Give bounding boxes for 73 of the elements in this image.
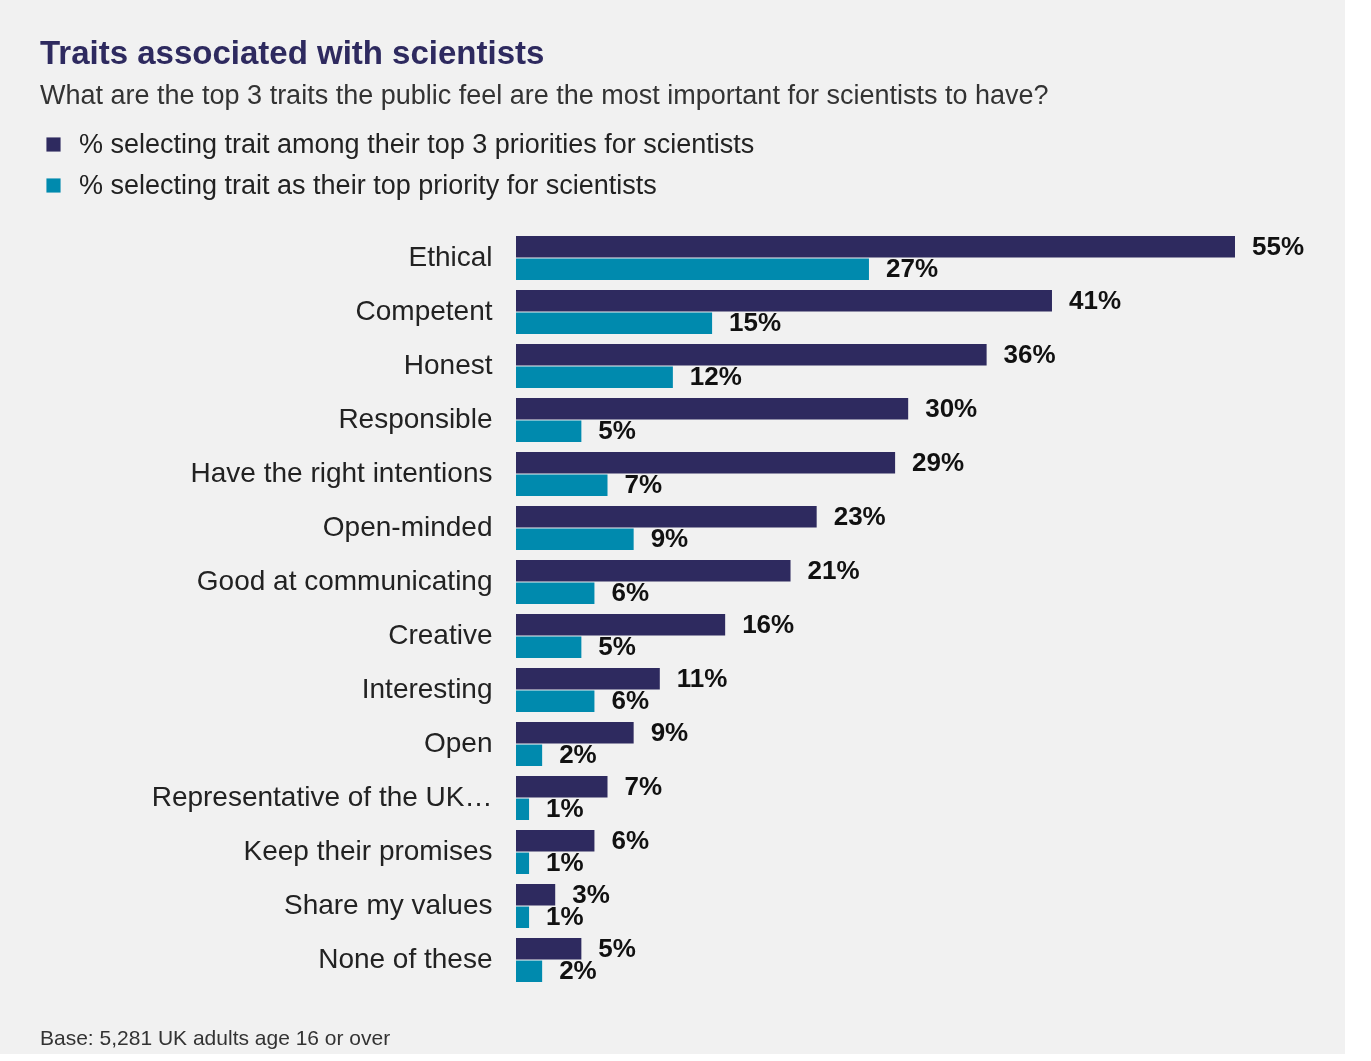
y-tick-label: Interesting <box>361 673 493 704</box>
data-label: 9% <box>650 716 689 747</box>
data-label: 2% <box>559 739 597 770</box>
data-label: 1% <box>546 847 584 878</box>
y-tick-label: Keep their promises <box>243 835 493 866</box>
bar <box>516 398 909 420</box>
y-tick-label: Creative <box>388 619 493 650</box>
bar <box>516 744 543 767</box>
bar <box>516 420 582 443</box>
bar <box>516 582 595 605</box>
bar <box>516 906 530 929</box>
bar <box>516 560 791 582</box>
y-tick-label: Open <box>424 727 493 758</box>
data-label: 5% <box>598 631 636 662</box>
bar <box>516 474 608 497</box>
data-label: 11% <box>676 662 728 693</box>
data-label: 7% <box>624 770 663 801</box>
bar <box>516 668 660 690</box>
bar <box>516 344 987 366</box>
bar <box>516 776 608 798</box>
y-tick-label: Share my values <box>283 889 493 920</box>
data-label: 21% <box>807 554 860 585</box>
bar <box>516 852 530 875</box>
data-label: 5% <box>598 932 636 963</box>
bar <box>516 636 582 659</box>
bar <box>516 258 869 281</box>
bar <box>516 528 634 551</box>
data-label: 27% <box>885 253 939 284</box>
bar <box>516 614 726 636</box>
y-tick-label: Ethical <box>408 241 493 272</box>
bar <box>516 722 634 744</box>
data-label: 7% <box>624 469 663 500</box>
data-label: 6% <box>611 824 650 855</box>
data-label: 15% <box>729 307 782 338</box>
y-tick-label: Good at communicating <box>196 565 493 596</box>
bar <box>516 312 713 335</box>
data-label: 55% <box>1252 230 1305 261</box>
bar <box>516 960 543 983</box>
data-label: 6% <box>611 577 650 608</box>
data-label: 2% <box>559 955 597 986</box>
bar <box>516 938 582 960</box>
bar <box>516 798 530 821</box>
data-label: 9% <box>650 523 689 554</box>
y-tick-label: Have the right intentions <box>190 457 493 488</box>
y-tick-label: Responsible <box>338 403 493 434</box>
y-tick-label: None of these <box>318 943 493 974</box>
data-label: 36% <box>1003 338 1056 369</box>
data-label: 5% <box>598 415 636 446</box>
data-label: 16% <box>742 608 795 639</box>
data-label: 41% <box>1068 284 1122 315</box>
text: Base: 5,281 UK adults age 16 or over <box>40 1026 391 1049</box>
data-label: 6% <box>611 685 650 716</box>
data-label: 1% <box>546 793 584 824</box>
y-tick-label: Competent <box>355 295 493 326</box>
data-label: 23% <box>833 500 886 531</box>
legend-label: % selecting trait as their top priority for scientists <box>79 169 657 200</box>
data-label: 29% <box>912 446 965 477</box>
bar <box>516 884 556 906</box>
y-tick-label: Representative of the UK… <box>151 781 493 812</box>
data-label: 30% <box>925 392 978 423</box>
chart-subtitle: What are the top 3 traits the public feel are the most important for scientists to have? <box>40 80 1049 110</box>
bar <box>516 290 1052 312</box>
bar <box>516 830 595 852</box>
y-tick-label: Honest <box>403 349 493 380</box>
bar <box>516 506 817 528</box>
bar <box>516 452 896 474</box>
chart-title: Traits associated with scientists <box>40 34 545 71</box>
bar <box>516 690 595 713</box>
bar <box>516 236 1235 258</box>
data-label: 12% <box>689 361 742 392</box>
bar <box>516 366 673 389</box>
legend-label: % selecting trait among their top 3 priorities for scientists <box>79 128 755 159</box>
y-tick-label: Open-minded <box>322 511 493 542</box>
